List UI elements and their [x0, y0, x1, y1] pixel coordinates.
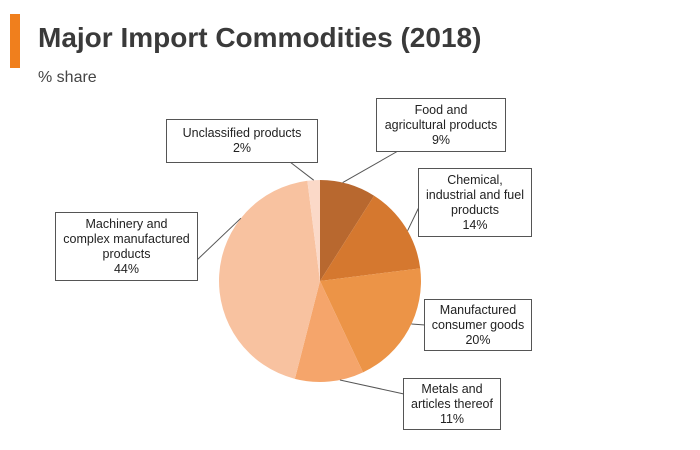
slice-label-line: industrial and fuel — [426, 187, 524, 202]
slice-label-line: articles thereof — [411, 396, 493, 411]
slice-label-value: 9% — [431, 132, 451, 147]
slice-label-value: 2% — [232, 141, 252, 155]
pie-slice-unclassified-products — [307, 180, 320, 281]
slice-label-line: Unclassified products — [182, 126, 302, 140]
pie-slice-food-and-agricultural-products — [320, 180, 375, 281]
pie-slice-manufactured-consumer-goods — [320, 268, 421, 373]
leader-line-chemical-industrial-and-fuel-products — [407, 206, 420, 231]
slice-label-line: Metals and — [421, 381, 483, 396]
slice-label-value: 44% — [113, 261, 140, 276]
slice-label-value: 11% — [439, 411, 465, 426]
leader-line-machinery-and-complex-manufactured-products — [196, 217, 242, 261]
slice-label-machinery-complex: Machinery and complex manufactured produ… — [55, 212, 198, 281]
slice-label-manufactured-consumer-goods: Manufactured consumer goods 20% — [424, 299, 532, 351]
pie-slice-machinery-and-complex-manufactured-products — [218, 180, 320, 379]
slice-label-metals-articles: Metals and articles thereof 11% — [403, 378, 501, 430]
slice-label-food-agricultural: Food and agricultural products 9% — [376, 98, 506, 152]
slice-label-line: Machinery and — [85, 216, 168, 231]
slice-label-unclassified: Unclassified products 2% — [166, 119, 318, 163]
slice-label-line: Chemical, — [447, 172, 503, 187]
slice-label-value: 20% — [465, 332, 491, 347]
slice-label-line: products — [102, 246, 151, 261]
slice-label-line: consumer goods — [431, 317, 525, 332]
chart-title: Major Import Commodities (2018) — [38, 22, 482, 53]
leader-line-unclassified-products — [289, 161, 315, 181]
slice-label-chemical-industrial-fuel: Chemical, industrial and fuel products 1… — [418, 168, 532, 237]
leader-line-metals-and-articles-thereof — [339, 379, 405, 395]
pie-slice-chemical-industrial-and-fuel-products — [320, 195, 421, 281]
slice-label-line: agricultural products — [384, 117, 498, 132]
leader-line-manufactured-consumer-goods — [411, 323, 426, 326]
slice-label-line: Food and — [414, 102, 468, 117]
title-accent-bar — [10, 14, 20, 68]
slice-label-line: Manufactured — [439, 302, 517, 317]
slice-label-value: 14% — [462, 217, 488, 232]
slice-label-line: products — [451, 202, 499, 217]
leader-line-food-and-agricultural-products — [342, 150, 399, 184]
slice-label-line: complex manufactured — [63, 231, 190, 246]
pie-slice-metals-and-articles-thereof — [294, 281, 363, 383]
chart-subtitle: % share — [38, 69, 97, 86]
